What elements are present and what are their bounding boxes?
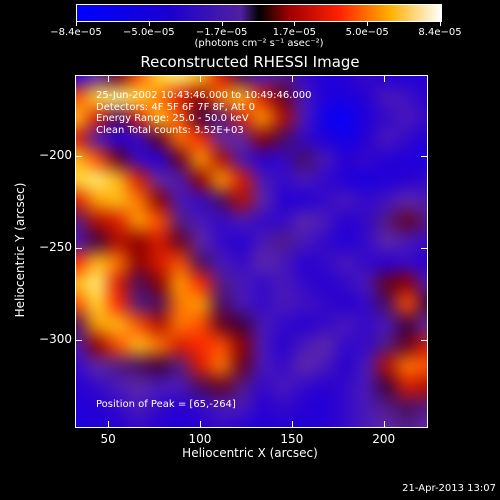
colorbar-tick	[76, 21, 77, 26]
heatmap-image	[76, 76, 427, 427]
colorbar-tick-label: 1.7e−05	[272, 27, 316, 38]
x-axis-label: Heliocentric X (arcsec)	[182, 446, 318, 460]
generation-date: 21-Apr-2013 13:07	[402, 483, 496, 494]
colorbar-tick-label: −8.4e−05	[50, 27, 102, 38]
colorbar-tick-label: −5.0e−05	[123, 27, 175, 38]
heatmap-plot-area: 25-Jun-2002 10:43:46.000 to 10:49:46.000…	[75, 75, 428, 428]
colorbar-gradient	[77, 5, 441, 21]
x-tick-mark	[199, 76, 201, 82]
y-tick-mark	[76, 247, 82, 249]
x-tick-label: 150	[280, 432, 304, 446]
x-tick-mark	[108, 421, 110, 427]
x-tick-mark	[383, 76, 385, 82]
y-tick-mark	[421, 339, 427, 341]
x-tick-mark	[199, 421, 201, 427]
annotation-energy: Energy Range: 25.0 - 50.0 keV	[96, 113, 249, 124]
colorbar	[76, 4, 442, 22]
colorbar-tick	[440, 21, 441, 26]
observation-info: 25-Jun-2002 10:43:46.000 to 10:49:46.000…	[96, 90, 312, 136]
colorbar-tick	[367, 21, 369, 26]
y-tick-label: −300	[39, 331, 72, 346]
colorbar-tick	[148, 21, 150, 26]
x-tick-mark	[291, 421, 293, 427]
colorbar-tick	[221, 21, 223, 26]
annotation-detectors: Detectors: 4F 5F 6F 7F 8F, Att 0	[96, 101, 256, 113]
colorbar-tick-label: 8.4e−05	[418, 27, 462, 38]
y-tick-mark	[421, 155, 427, 157]
x-tick-mark	[291, 76, 293, 82]
annotation-time-range: 25-Jun-2002 10:43:46.000 to 10:49:46.000	[96, 90, 312, 101]
y-tick-mark	[76, 339, 82, 341]
annotation-peak: Position of Peak = [65,-264]	[96, 399, 236, 410]
colorbar-tick	[294, 21, 296, 26]
x-tick-label: 200	[372, 432, 396, 446]
x-tick-mark	[383, 421, 385, 427]
y-tick-label: −200	[39, 147, 72, 162]
colorbar-units: (photons cm⁻² s⁻¹ asec⁻²)	[194, 38, 324, 49]
y-tick-label: −250	[39, 239, 72, 254]
y-axis-label: Heliocentric Y (arcsec)	[13, 182, 27, 318]
x-tick-label: 50	[100, 432, 116, 446]
colorbar-tick-label: −1.7e−05	[195, 27, 248, 38]
x-tick-label: 100	[188, 432, 212, 446]
y-tick-mark	[421, 247, 427, 249]
colorbar-tick-label: 5.0e−05	[345, 27, 389, 38]
annotation-clean: Clean Total counts: 3.52E+03	[96, 124, 244, 136]
chart-title: Reconstructed RHESSI Image	[140, 53, 360, 71]
y-tick-mark	[76, 155, 82, 157]
x-tick-mark	[108, 76, 110, 82]
